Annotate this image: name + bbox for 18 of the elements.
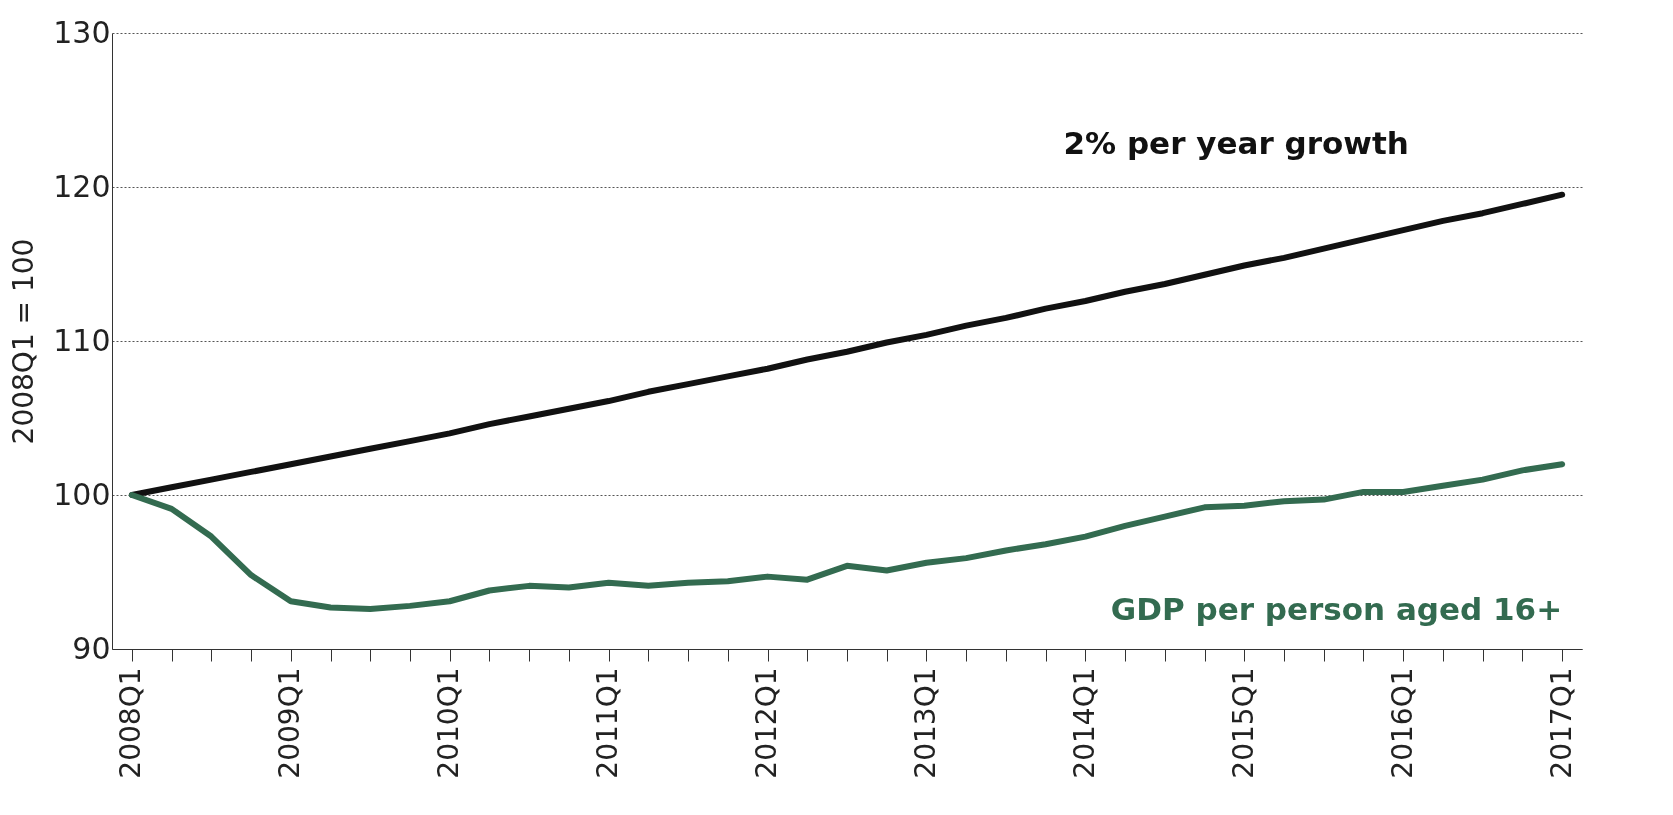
y-tick-label: 120 xyxy=(53,168,111,204)
x-tick-label: 2010Q1 xyxy=(432,667,466,779)
x-tick-label: 2009Q1 xyxy=(273,667,307,779)
y-tick-label: 110 xyxy=(53,322,111,358)
text: 2% per year growth xyxy=(1063,124,1409,161)
x-tick-label: 2011Q1 xyxy=(591,667,625,779)
y-axis-title: 2008Q1 = 100 xyxy=(7,238,41,445)
x-tick-label: 2014Q1 xyxy=(1067,667,1101,779)
x-tick-label: 2017Q1 xyxy=(1544,667,1578,779)
y-tick-label: 100 xyxy=(53,476,111,512)
y-tick-label: 130 xyxy=(53,14,111,50)
x-tick-label: 2012Q1 xyxy=(750,667,784,779)
x-tick-label: 2016Q1 xyxy=(1385,667,1419,779)
y-tick-label: 90 xyxy=(72,630,111,666)
x-tick-label: 2015Q1 xyxy=(1226,667,1260,779)
x-tick-label: 2013Q1 xyxy=(908,667,942,779)
series-label: GDP per person aged 16+ xyxy=(1110,591,1563,628)
x-tick-label: 2008Q1 xyxy=(114,667,148,779)
